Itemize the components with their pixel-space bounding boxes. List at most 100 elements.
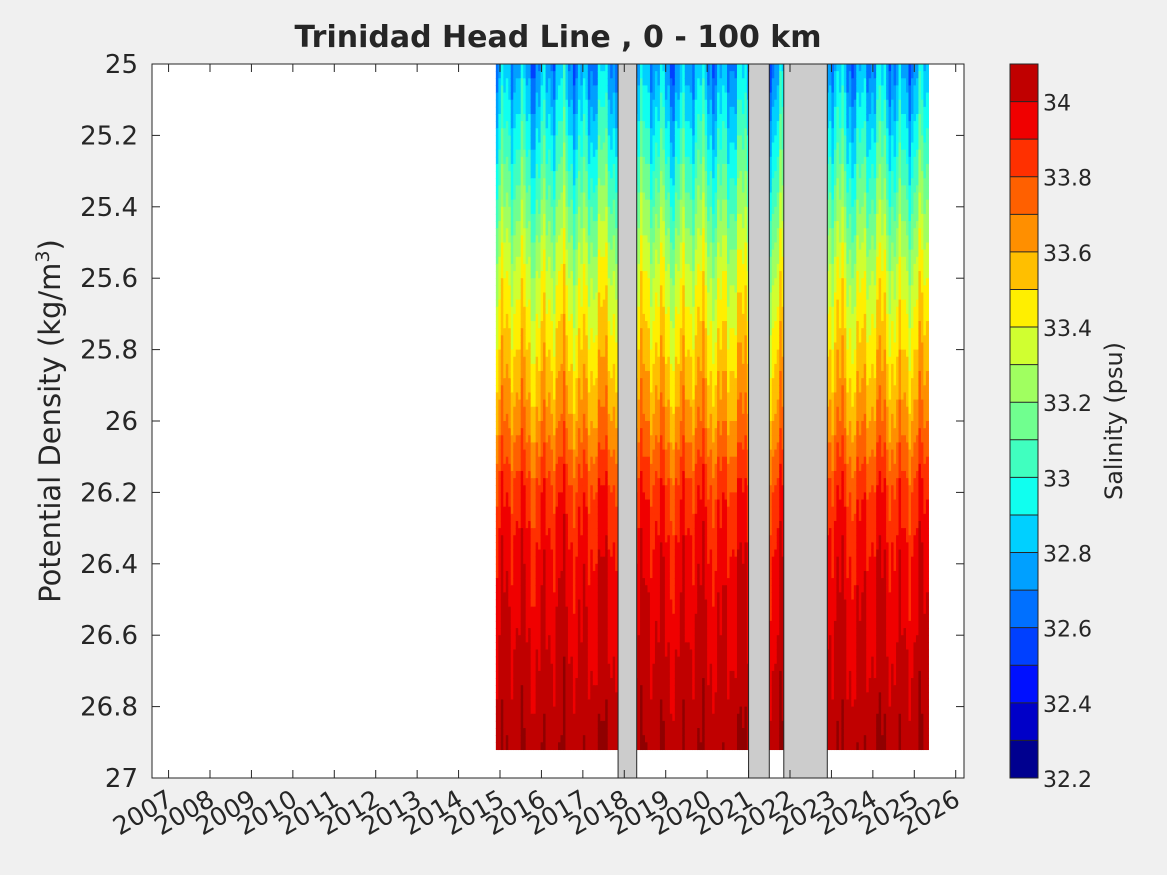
salinity-cell xyxy=(528,149,532,158)
salinity-cell xyxy=(510,428,514,436)
salinity-cell xyxy=(607,656,611,665)
salinity-cell xyxy=(538,578,542,586)
salinity-cell xyxy=(550,299,554,308)
salinity-cell xyxy=(612,570,616,579)
salinity-cell xyxy=(560,685,564,693)
salinity-cell xyxy=(510,399,514,408)
salinity-cell xyxy=(515,92,519,101)
salinity-cell xyxy=(540,206,544,215)
salinity-cell xyxy=(580,106,584,115)
salinity-cell xyxy=(503,549,507,558)
salinity-cell xyxy=(558,478,562,486)
salinity-cell xyxy=(567,613,572,622)
salinity-cell xyxy=(595,542,599,551)
salinity-cell xyxy=(580,228,584,236)
salinity-cell xyxy=(550,92,554,101)
salinity-cell xyxy=(523,121,527,129)
salinity-cell xyxy=(565,171,569,179)
salinity-cell xyxy=(513,406,517,415)
salinity-cell xyxy=(540,699,544,708)
salinity-cell xyxy=(560,570,564,579)
salinity-cell xyxy=(543,542,547,551)
salinity-cell xyxy=(560,163,564,172)
salinity-cell xyxy=(530,642,534,651)
salinity-cell xyxy=(533,356,537,365)
salinity-cell xyxy=(500,356,504,365)
salinity-cell xyxy=(612,392,616,401)
salinity-cell xyxy=(553,206,557,215)
salinity-cell xyxy=(600,720,604,729)
salinity-cell xyxy=(533,235,537,244)
salinity-cell xyxy=(533,385,537,394)
salinity-cell xyxy=(577,356,581,365)
salinity-cell xyxy=(505,699,509,708)
salinity-cell xyxy=(553,535,557,543)
salinity-cell xyxy=(600,113,604,122)
salinity-cell xyxy=(500,513,504,522)
salinity-cell xyxy=(600,585,604,593)
salinity-cell xyxy=(518,156,522,165)
salinity-cell xyxy=(525,692,529,701)
salinity-cell xyxy=(575,663,579,672)
salinity-cell xyxy=(585,728,589,736)
salinity-cell xyxy=(535,520,539,529)
salinity-cell xyxy=(515,649,519,658)
salinity-cell xyxy=(605,478,609,486)
salinity-cell xyxy=(582,392,586,401)
salinity-cell xyxy=(520,428,524,436)
salinity-cell xyxy=(560,442,564,451)
salinity-cell xyxy=(570,520,574,529)
salinity-cell xyxy=(567,399,572,408)
salinity-cell xyxy=(562,442,567,451)
salinity-cell xyxy=(500,192,504,201)
salinity-cell xyxy=(602,192,606,201)
salinity-cell xyxy=(615,249,619,258)
salinity-cell xyxy=(538,171,542,179)
salinity-cell xyxy=(575,213,579,222)
salinity-cell xyxy=(498,342,502,351)
salinity-cell xyxy=(560,706,564,715)
salinity-cell xyxy=(600,513,604,522)
salinity-cell xyxy=(530,456,534,465)
salinity-cell xyxy=(533,335,537,344)
salinity-cell xyxy=(602,156,606,165)
salinity-cell xyxy=(587,249,591,258)
salinity-cell xyxy=(570,378,574,386)
salinity-cell xyxy=(518,456,522,465)
salinity-cell xyxy=(538,242,542,251)
salinity-cell xyxy=(510,135,514,144)
salinity-cell xyxy=(582,149,586,158)
salinity-cell xyxy=(567,306,572,315)
salinity-cell xyxy=(528,570,532,579)
salinity-cell xyxy=(515,256,519,265)
salinity-cell xyxy=(612,692,616,701)
salinity-cell xyxy=(520,349,524,358)
salinity-cell xyxy=(523,542,527,551)
salinity-cell xyxy=(523,228,527,236)
salinity-cell xyxy=(503,349,507,358)
salinity-cell xyxy=(523,685,527,693)
salinity-cell xyxy=(525,428,529,436)
salinity-cell xyxy=(545,335,549,344)
salinity-cell xyxy=(540,649,544,658)
salinity-cell xyxy=(513,235,517,244)
salinity-cell xyxy=(508,442,512,451)
salinity-cell xyxy=(538,478,542,486)
salinity-cell xyxy=(560,92,564,101)
salinity-cell xyxy=(528,299,532,308)
salinity-cell xyxy=(545,156,549,165)
salinity-cell xyxy=(533,106,537,115)
salinity-cell xyxy=(605,64,609,72)
salinity-cell xyxy=(562,670,567,679)
salinity-cell xyxy=(582,442,586,451)
salinity-cell xyxy=(505,549,509,558)
salinity-cell xyxy=(525,449,529,458)
salinity-cell xyxy=(538,192,542,201)
salinity-cell xyxy=(543,349,547,358)
salinity-cell xyxy=(558,85,562,94)
salinity-cell xyxy=(590,470,594,479)
salinity-cell xyxy=(498,149,502,158)
salinity-cell xyxy=(553,528,557,536)
salinity-cell xyxy=(607,271,611,279)
salinity-cell xyxy=(597,578,601,586)
